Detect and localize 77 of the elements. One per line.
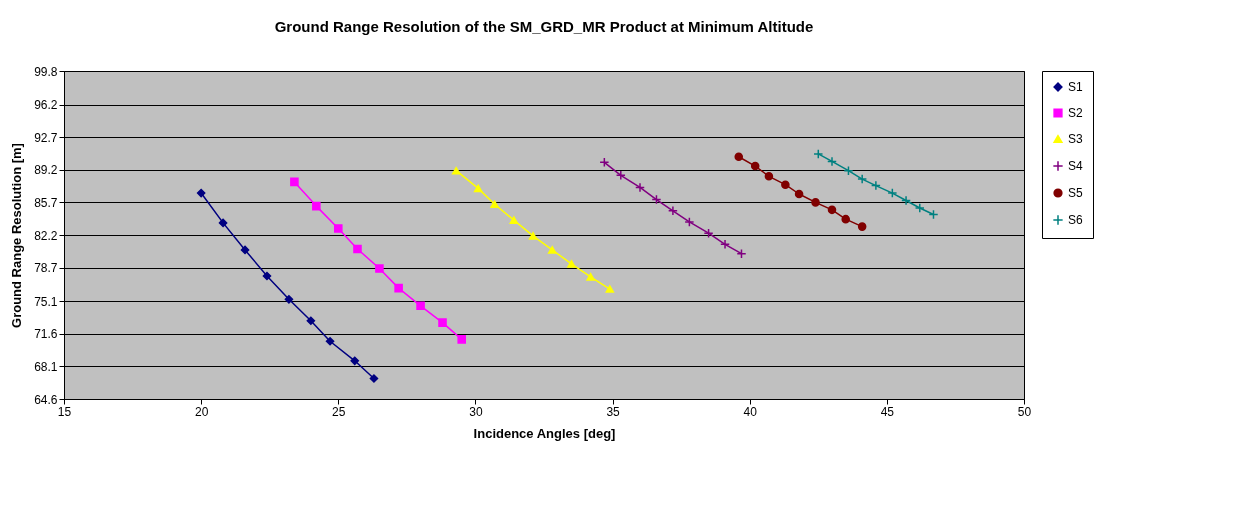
- point: [750, 161, 760, 171]
- x-tick-label: 40: [743, 404, 758, 419]
- point: [667, 205, 678, 216]
- legend-label: S4: [1068, 159, 1083, 173]
- point: [369, 374, 379, 383]
- point: [290, 177, 299, 187]
- point: [615, 170, 626, 181]
- y-tick-label: 85.7: [34, 195, 58, 210]
- y-tick-label: 78.7: [34, 261, 58, 276]
- point: [870, 180, 881, 191]
- point: [528, 232, 538, 240]
- legend-label: S2: [1068, 106, 1083, 120]
- point: [306, 316, 316, 326]
- point: [196, 188, 206, 198]
- point: [827, 156, 837, 167]
- point: [262, 271, 272, 281]
- point: [375, 264, 384, 273]
- y-tick-label: 82.2: [34, 228, 58, 243]
- point: [764, 172, 774, 181]
- point: [827, 205, 837, 215]
- y-axis-title: Ground Range Resolution [m]: [9, 143, 25, 328]
- point: [509, 216, 519, 224]
- legend-label: S3: [1068, 132, 1083, 146]
- point: [218, 218, 228, 228]
- point: [734, 152, 744, 162]
- x-tick-label: 20: [194, 404, 209, 419]
- y-tick-label: 71.6: [34, 327, 58, 342]
- point: [914, 202, 925, 213]
- legend-label: S1: [1068, 80, 1083, 94]
- point: [635, 182, 645, 193]
- point: [416, 301, 425, 311]
- point: [684, 216, 695, 227]
- point: [334, 224, 343, 233]
- point: [857, 174, 868, 185]
- point: [457, 335, 466, 344]
- point: [438, 318, 447, 327]
- point: [857, 222, 867, 231]
- point: [312, 201, 321, 211]
- point: [813, 148, 824, 159]
- y-tick-label: 96.2: [34, 98, 58, 113]
- y-tick-label: 68.1: [34, 359, 58, 374]
- point: [794, 189, 804, 199]
- y-tick-label: 89.2: [34, 163, 58, 178]
- y-tick-label: 75.1: [34, 294, 58, 309]
- point: [350, 356, 360, 366]
- point: [887, 188, 898, 199]
- y-tick-label: 92.7: [34, 130, 58, 145]
- point: [605, 285, 615, 293]
- point: [284, 295, 294, 304]
- point: [567, 260, 576, 268]
- legend-label: S6: [1068, 213, 1083, 227]
- point: [781, 180, 790, 189]
- point: [353, 244, 362, 254]
- point: [240, 245, 250, 255]
- y-tick-label: 99.8: [34, 64, 58, 79]
- x-tick-label: 15: [57, 404, 72, 419]
- point: [473, 184, 483, 193]
- point: [586, 273, 595, 281]
- point: [811, 198, 820, 207]
- point: [901, 195, 912, 206]
- legend-label: S5: [1068, 186, 1083, 200]
- point: [720, 239, 731, 250]
- x-tick-label: 35: [606, 404, 621, 419]
- x-tick-label: 30: [469, 404, 483, 419]
- x-tick-label: 50: [1017, 404, 1032, 419]
- y-tick-label: 64.6: [34, 392, 58, 407]
- x-tick-label: 25: [332, 404, 346, 419]
- x-tick-label: 45: [880, 404, 895, 419]
- x-axis-title: Incidence Angles [deg]: [473, 425, 616, 441]
- chart-title: Ground Range Resolution of the SM_GRD_MR Product at Minimum Altitude: [274, 18, 814, 35]
- point: [325, 336, 335, 346]
- point: [451, 166, 461, 175]
- point: [547, 246, 557, 254]
- point: [703, 228, 714, 239]
- point: [394, 283, 403, 293]
- point: [841, 214, 850, 224]
- point: [490, 200, 499, 209]
